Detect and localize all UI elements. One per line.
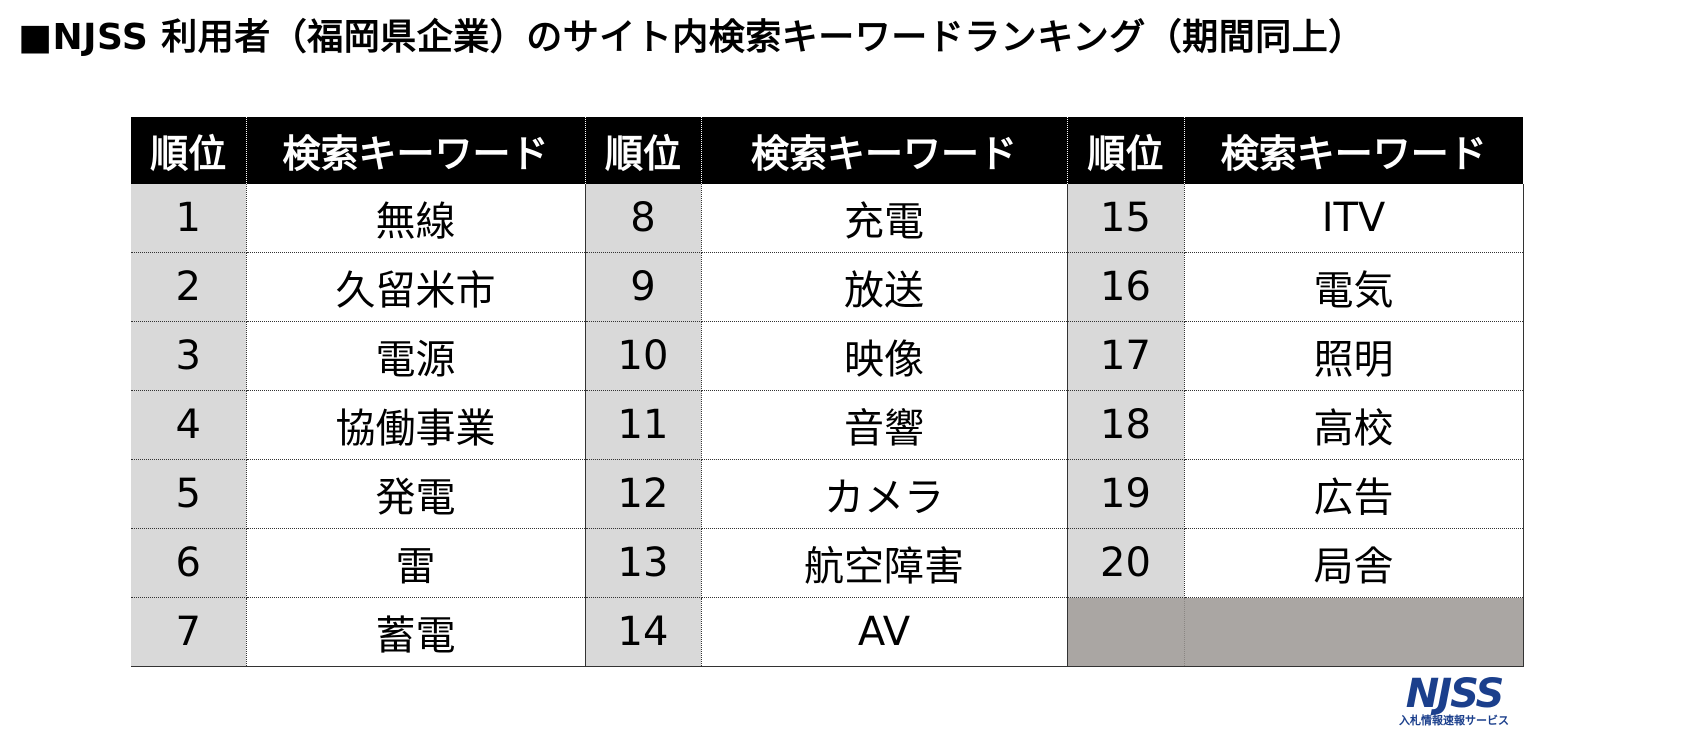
- njss-logo: NJSS 入札情報速報サービス: [1384, 674, 1524, 734]
- keyword-cell: 協働事業: [246, 390, 586, 460]
- rank-cell: 3: [131, 321, 247, 391]
- rank-cell: 20: [1067, 528, 1185, 598]
- rank-cell: 4: [131, 390, 247, 460]
- logo-mark: NJSS: [1405, 671, 1505, 717]
- rank-cell: 18: [1067, 390, 1185, 460]
- keyword-ranking-table: 順位 検索キーワード 順位 検索キーワード 順位 検索キーワード 1 無線 8 充電 1…: [131, 117, 1524, 667]
- keyword-cell: AV: [701, 597, 1068, 667]
- rank-cell: 11: [585, 390, 702, 460]
- keyword-cell: 放送: [701, 252, 1068, 322]
- rank-cell: 15: [1067, 184, 1185, 253]
- keyword-cell: 局舎: [1184, 528, 1524, 598]
- table-row: 4 協働事業 11 音響 18 高校: [131, 390, 1524, 460]
- keyword-cell: 広告: [1184, 459, 1524, 529]
- table-row: 7 蓄電 14 AV: [131, 597, 1524, 667]
- page-title: ■NJSS 利用者（福岡県企業）のサイト内検索キーワードランキング（期間同上）: [18, 17, 1365, 58]
- keyword-cell: 電源: [246, 321, 586, 391]
- keyword-cell: カメラ: [701, 459, 1068, 529]
- keyword-cell: 発電: [246, 459, 586, 529]
- rank-cell: 19: [1067, 459, 1185, 529]
- rank-cell: 16: [1067, 252, 1185, 322]
- table-row: 5 発電 12 カメラ 19 広告: [131, 459, 1524, 529]
- table-row: 2 久留米市 9 放送 16 電気: [131, 252, 1524, 322]
- header-rank: 順位: [1066, 117, 1184, 184]
- keyword-cell: 蓄電: [246, 597, 586, 667]
- rank-cell: 2: [131, 252, 247, 322]
- keyword-cell: 雷: [246, 528, 586, 598]
- keyword-cell: 高校: [1184, 390, 1524, 460]
- rank-cell: 6: [131, 528, 247, 598]
- rank-cell: 8: [585, 184, 702, 253]
- rank-cell: [1067, 597, 1185, 667]
- table-header-row: 順位 検索キーワード 順位 検索キーワード 順位 検索キーワード: [131, 117, 1523, 184]
- keyword-cell: ITV: [1184, 184, 1524, 253]
- rank-cell: 17: [1067, 321, 1185, 391]
- header-keyword: 検索キーワード: [1183, 117, 1523, 184]
- rank-cell: 9: [585, 252, 702, 322]
- keyword-cell: 航空障害: [701, 528, 1068, 598]
- rank-cell: 14: [585, 597, 702, 667]
- logo-subtitle: 入札情報速報サービス: [1399, 714, 1509, 727]
- rank-cell: 10: [585, 321, 702, 391]
- keyword-cell: 無線: [246, 184, 586, 253]
- rank-cell: 13: [585, 528, 702, 598]
- table-row: 1 無線 8 充電 15 ITV: [131, 184, 1524, 253]
- header-keyword: 検索キーワード: [245, 117, 585, 184]
- header-rank: 順位: [131, 117, 246, 184]
- rank-cell: 7: [131, 597, 247, 667]
- keyword-cell: 充電: [701, 184, 1068, 253]
- rank-cell: 12: [585, 459, 702, 529]
- keyword-cell: 映像: [701, 321, 1068, 391]
- keyword-cell: 久留米市: [246, 252, 586, 322]
- table-row: 3 電源 10 映像 17 照明: [131, 321, 1524, 391]
- table-row: 6 雷 13 航空障害 20 局舎: [131, 528, 1524, 598]
- rank-cell: 1: [131, 184, 247, 253]
- header-rank: 順位: [584, 117, 701, 184]
- keyword-cell: 音響: [701, 390, 1068, 460]
- keyword-cell: [1184, 597, 1524, 667]
- keyword-cell: 照明: [1184, 321, 1524, 391]
- header-keyword: 検索キーワード: [700, 117, 1067, 184]
- rank-cell: 5: [131, 459, 247, 529]
- keyword-cell: 電気: [1184, 252, 1524, 322]
